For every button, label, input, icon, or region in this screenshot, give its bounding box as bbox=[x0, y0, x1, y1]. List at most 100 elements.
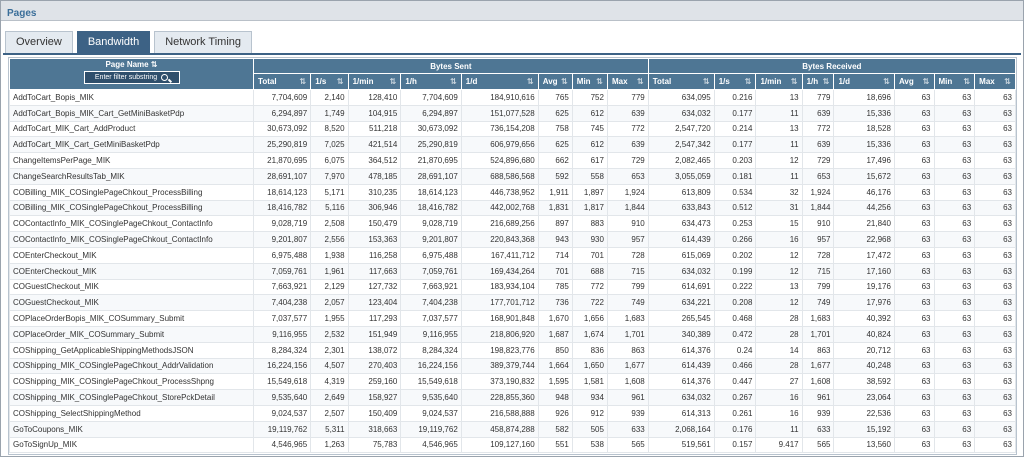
sort-icon[interactable]: ⇅ bbox=[389, 77, 397, 86]
value-cell: 1,683 bbox=[801, 310, 835, 327]
value-cell: 9,116,955 bbox=[253, 325, 312, 343]
search-icon[interactable] bbox=[161, 74, 169, 81]
table-row[interactable]: AddToCart_Bopis_MIK 7,704,609 2,140 128,410… bbox=[9, 89, 1016, 106]
value-cell: 4,546,965 bbox=[253, 436, 312, 454]
column-header[interactable]: Min ⇅ bbox=[571, 73, 608, 90]
table-row[interactable]: AddToCart_MIK_Cart_GetMiniBasketPdp 25,29… bbox=[9, 136, 1016, 154]
table-row[interactable]: GoToSignUp_MIK 4,546,965 1,263 75,783 4,546,… bbox=[9, 436, 1016, 454]
column-header[interactable]: Total ⇅ bbox=[647, 73, 715, 90]
value-cell: 0.203 bbox=[713, 152, 757, 169]
column-header-label: Max bbox=[979, 77, 995, 86]
table-row[interactable]: COShipping_MIK_COSinglePageChkout_StoreP… bbox=[9, 389, 1016, 406]
table-row[interactable]: COPlaceOrderBopis_MIK_COSummary_Submit 7,… bbox=[9, 310, 1016, 327]
value-cell: 634,473 bbox=[647, 215, 715, 233]
column-header[interactable]: 1/d ⇅ bbox=[833, 73, 895, 90]
value-cell: 7,059,761 bbox=[253, 262, 312, 280]
column-header[interactable]: Avg ⇅ bbox=[893, 73, 935, 90]
table-row[interactable]: ChangeItemsPerPage_MIK 21,870,695 6,075 364… bbox=[9, 152, 1016, 169]
value-cell: 2,532 bbox=[310, 325, 349, 343]
value-cell: 524,896,680 bbox=[460, 152, 539, 169]
table-row[interactable]: COShipping_SelectShippingMethod 9,024,537… bbox=[9, 404, 1016, 422]
value-cell: 728 bbox=[606, 246, 649, 264]
sort-icon[interactable]: ⇅ bbox=[822, 77, 830, 86]
column-header[interactable]: 1/min ⇅ bbox=[755, 73, 803, 90]
value-cell: 1,595 bbox=[537, 373, 573, 391]
sort-icon[interactable]: ⇅ bbox=[299, 77, 307, 86]
value-cell: 715 bbox=[801, 262, 835, 280]
column-header[interactable]: 1/d ⇅ bbox=[460, 73, 539, 90]
page-name-cell: COBilling_MIK_COSinglePageChkout_Process… bbox=[9, 183, 255, 201]
column-header[interactable]: Total ⇅ bbox=[253, 73, 312, 90]
value-cell: 63 bbox=[933, 404, 976, 422]
value-cell: 63 bbox=[933, 104, 976, 122]
page-name-header[interactable]: Page Name ⇅ Enter filter substring bbox=[9, 58, 255, 90]
table-row[interactable]: ChangeSearchResultsTab_MIK 28,691,107 7,97… bbox=[9, 167, 1016, 185]
sort-icon[interactable]: ⇅ bbox=[450, 77, 457, 86]
table-row[interactable]: COShipping_GetApplicableShippingMethodsJ… bbox=[9, 341, 1016, 359]
value-cell: 12 bbox=[755, 152, 803, 169]
value-cell: 63 bbox=[974, 120, 1016, 138]
tab-overview[interactable]: Overview bbox=[5, 31, 73, 53]
value-cell: 1,911 bbox=[537, 183, 573, 201]
table-row[interactable]: COGuestCheckout_MIK 7,663,921 2,129 127,732… bbox=[9, 278, 1016, 296]
sort-icon[interactable]: ⇅ bbox=[527, 77, 534, 86]
value-cell: 442,002,768 bbox=[460, 199, 539, 217]
column-header[interactable]: 1/min ⇅ bbox=[347, 73, 402, 90]
value-cell: 8,284,324 bbox=[400, 341, 462, 359]
value-cell: 63 bbox=[893, 357, 935, 375]
column-header[interactable]: 1/h ⇅ bbox=[400, 73, 462, 90]
table-row[interactable]: AddToCart_MIK_Cart_AddProduct 30,673,092 8… bbox=[9, 120, 1016, 138]
sort-icon[interactable]: ⇅ bbox=[1004, 77, 1011, 86]
sort-icon[interactable]: ⇅ bbox=[744, 77, 752, 86]
column-header[interactable]: 1/s ⇅ bbox=[713, 73, 757, 90]
table-row[interactable]: COContactInfo_MIK_COSinglePageChkout_Con… bbox=[9, 231, 1016, 248]
page-name-cell: AddToCart_MIK_Cart_AddProduct bbox=[9, 120, 255, 138]
column-header[interactable]: Max ⇅ bbox=[606, 73, 649, 90]
tab-bandwidth[interactable]: Bandwidth bbox=[76, 31, 151, 53]
value-cell: 613,809 bbox=[647, 183, 715, 201]
value-cell: 7,404,238 bbox=[253, 294, 312, 312]
sort-icon[interactable]: ⇅ bbox=[883, 77, 890, 86]
table-row[interactable]: COEnterCheckout_MIK 7,059,761 1,961 117,663… bbox=[9, 262, 1016, 280]
sort-icon[interactable]: ⇅ bbox=[561, 77, 568, 86]
value-cell: 19,119,762 bbox=[253, 420, 312, 438]
sort-icon[interactable]: ⇅ bbox=[596, 77, 603, 86]
sort-icon[interactable]: ⇅ bbox=[150, 60, 158, 69]
table-row[interactable]: COShipping_MIK_COSinglePageChkout_AddrVa… bbox=[9, 357, 1016, 375]
sort-icon[interactable]: ⇅ bbox=[922, 77, 930, 86]
sort-icon[interactable]: ⇅ bbox=[637, 77, 644, 86]
column-header[interactable]: 1/h ⇅ bbox=[801, 73, 835, 90]
table-row[interactable]: COPlaceOrder_MIK_COSummary_Submit 9,116,9… bbox=[9, 325, 1016, 343]
table-row[interactable]: COShipping_MIK_COSinglePageChkout_Proces… bbox=[9, 373, 1016, 391]
value-cell: 364,512 bbox=[347, 152, 402, 169]
table-row[interactable]: GoToCoupons_MIK 19,119,762 5,311 318,663 19,… bbox=[9, 420, 1016, 438]
column-header[interactable]: Max ⇅ bbox=[974, 73, 1016, 90]
value-cell: 75,783 bbox=[347, 436, 402, 454]
table-row[interactable]: COBilling_MIK_COSinglePageChkout_Process… bbox=[9, 183, 1016, 201]
value-cell: 592 bbox=[537, 167, 573, 185]
value-cell: 63 bbox=[933, 152, 976, 169]
value-cell: 701 bbox=[571, 246, 608, 264]
column-header[interactable]: 1/s ⇅ bbox=[310, 73, 349, 90]
sort-icon[interactable]: ⇅ bbox=[790, 77, 798, 86]
value-cell: 63 bbox=[933, 215, 976, 233]
sort-icon[interactable]: ⇅ bbox=[963, 77, 971, 86]
table-row[interactable]: COGuestCheckout_MIK 7,404,238 2,057 123,404… bbox=[9, 294, 1016, 312]
sort-icon[interactable]: ⇅ bbox=[702, 77, 710, 86]
value-cell: 270,403 bbox=[347, 357, 402, 375]
value-cell: 7,663,921 bbox=[400, 278, 462, 296]
filter-input[interactable]: Enter filter substring bbox=[83, 71, 180, 84]
table-row[interactable]: COEnterCheckout_MIK 6,975,488 1,938 116,258… bbox=[9, 246, 1016, 264]
column-header[interactable]: Min ⇅ bbox=[933, 73, 976, 90]
value-cell: 926 bbox=[537, 404, 573, 422]
table-row[interactable]: COBilling_MIK_COSinglePageChkout_Process… bbox=[9, 199, 1016, 217]
table-row[interactable]: AddToCart_Bopis_MIK_Cart_GetMiniBasketPd… bbox=[9, 104, 1016, 122]
sort-icon[interactable]: ⇅ bbox=[336, 77, 344, 86]
table-row[interactable]: COContactInfo_MIK_COSinglePageChkout_Con… bbox=[9, 215, 1016, 233]
value-cell: 63 bbox=[933, 89, 976, 106]
value-cell: 63 bbox=[974, 262, 1016, 280]
column-header[interactable]: Avg ⇅ bbox=[537, 73, 573, 90]
tab-network-timing[interactable]: Network Timing bbox=[154, 31, 253, 53]
value-cell: 1,683 bbox=[606, 310, 649, 327]
value-cell: 27 bbox=[755, 373, 803, 391]
